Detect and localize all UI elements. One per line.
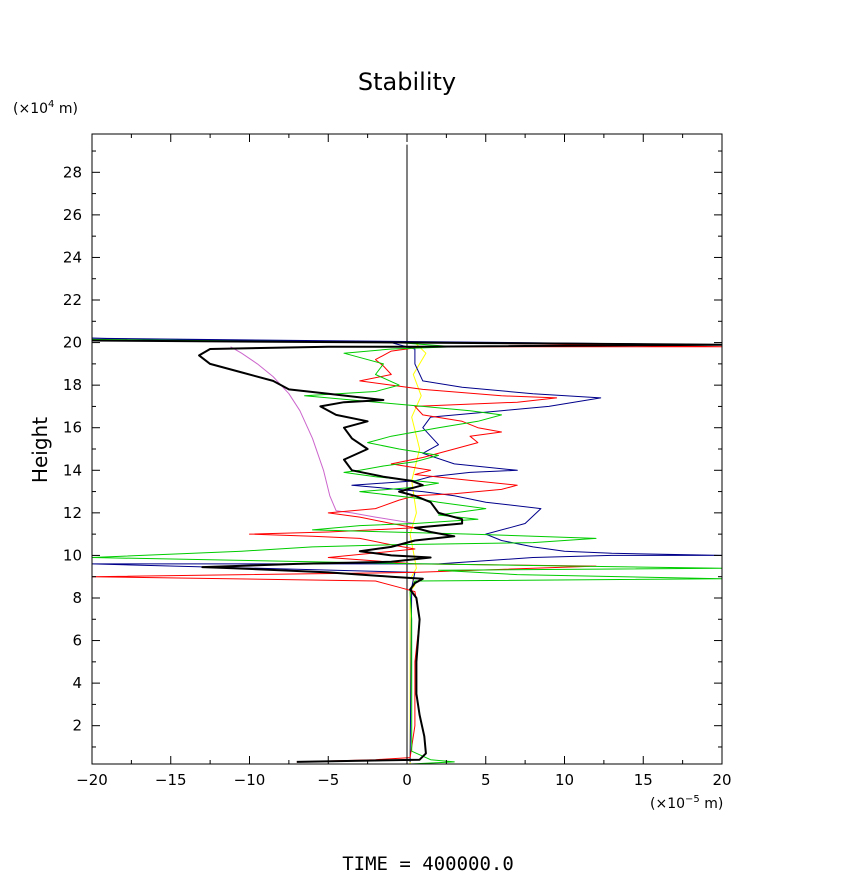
y-tick-label: 18 [63,376,82,394]
x-unit-label: (×10−5 m) [650,794,723,812]
x-tick-label: −10 [234,771,266,789]
time-footer: TIME = 400000.0 [342,853,514,875]
series-line-5 [92,340,722,763]
x-tick-label: −5 [317,771,339,789]
x-tick-label: −15 [155,771,187,789]
y-tick-label: 14 [63,461,82,479]
y-axis-label: Height [28,417,52,483]
y-tick-label: 28 [63,163,82,181]
x-tick-label: 5 [481,771,491,789]
ticks-layer: −20 −15 −10 −5 0 5 10 15 20246810121416182022242… [63,134,732,789]
x-tick-label: 0 [402,771,412,789]
x-tick-label: 15 [634,771,653,789]
y-tick-label: 8 [72,589,82,607]
y-tick-label: 26 [63,206,82,224]
y-tick-label: 12 [63,504,82,522]
y-tick-label: 16 [63,419,82,437]
y-tick-label: 22 [63,291,82,309]
y-tick-label: 6 [72,632,82,650]
x-tick-label: −20 [76,771,108,789]
series-line-3 [230,346,415,524]
y-tick-label: 2 [72,717,82,735]
x-tick-label: 20 [712,771,731,789]
y-tick-label: 20 [63,334,82,352]
y-tick-label: 10 [63,546,82,564]
series-line-6 [92,338,722,764]
y-tick-label: 4 [72,674,82,692]
series-layer [92,144,722,764]
y-tick-label: 24 [63,248,82,266]
x-tick-label: 10 [555,771,574,789]
y-unit-label: (×104 m) [13,99,78,117]
series-line-4 [92,337,722,762]
series-line-7 [92,339,722,763]
chart-title: Stability [358,68,456,96]
